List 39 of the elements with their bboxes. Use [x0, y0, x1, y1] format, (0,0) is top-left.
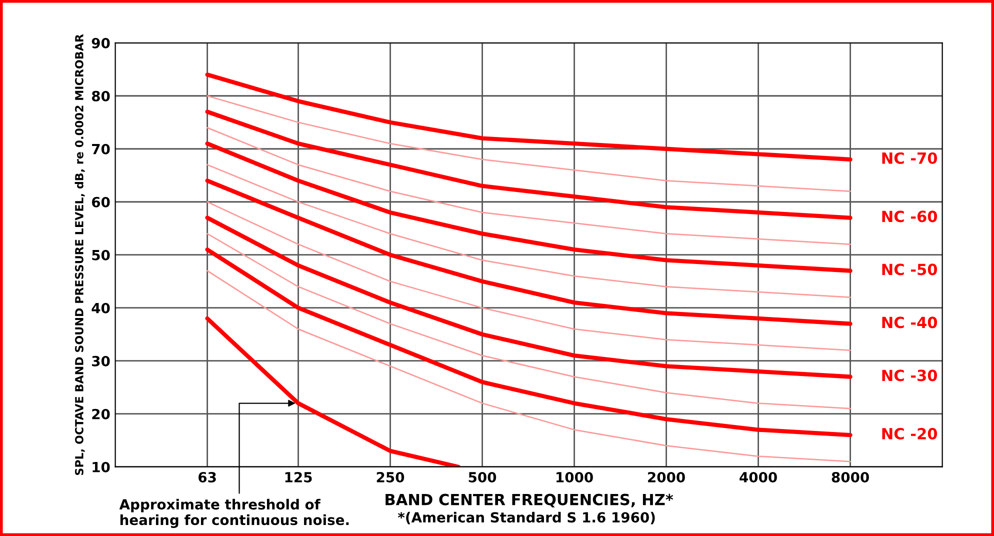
y-tick-label: 90 [92, 38, 110, 48]
line-series [206, 95, 851, 192]
line-series [205, 141, 852, 273]
text: NC -40 [882, 316, 938, 328]
x-axis-title: BAND CENTER FREQUENCIES, HZ* [386, 494, 674, 508]
y-tick-label: 50 [92, 250, 110, 260]
line-series [206, 201, 851, 351]
line-series [206, 164, 851, 298]
line-series [206, 126, 851, 245]
y-tick-label: 40 [92, 302, 110, 314]
x-tick-label: 500 [468, 472, 496, 482]
line-series [205, 110, 852, 220]
text: NC -20 [882, 428, 938, 440]
y-tick-label: 10 [92, 462, 110, 472]
x-tick-label: 125 [285, 472, 312, 482]
y-axis-title: SPL, OCTAVE BAND SOUND PRESSURE LEVEL, dB, re 0.0002 MICROBAR [74, 34, 85, 475]
line-series [205, 178, 852, 326]
text: NC -70 [882, 152, 938, 164]
x-tick-label: 250 [376, 472, 404, 482]
y-tick-label: 80 [92, 90, 110, 102]
x-tick-label: 8000 [832, 472, 869, 482]
y-tick-label: 20 [92, 408, 110, 420]
line-series [205, 216, 852, 379]
text: *(American Standard S 1.6 1960) [398, 512, 655, 524]
line-series [205, 247, 852, 438]
x-tick-label: 2000 [648, 472, 685, 482]
line-series [206, 270, 851, 462]
text: NC -50 [882, 264, 938, 276]
text: NC -60 [882, 210, 938, 222]
y-tick-label: 30 [92, 356, 110, 366]
y-tick-label: 60 [92, 196, 110, 208]
line-series [205, 72, 852, 162]
annotation: Approximate threshold of hearing for continuous noise. [119, 498, 349, 528]
x-tick-label: 63 [198, 472, 216, 482]
y-tick-label: 70 [92, 144, 110, 154]
text: NC -30 [882, 370, 938, 382]
x-tick-label: 4000 [740, 472, 777, 482]
x-tick-label: 1000 [556, 472, 593, 482]
line-series [206, 232, 851, 410]
